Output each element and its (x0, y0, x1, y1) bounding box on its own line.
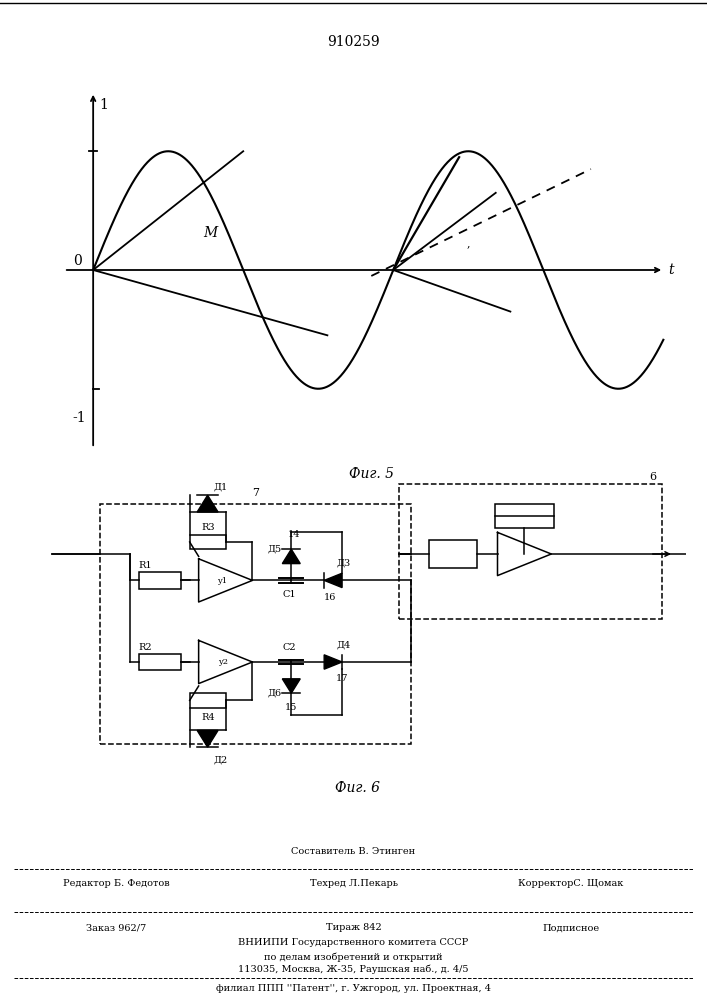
Text: C1: C1 (282, 590, 296, 599)
Text: Составитель В. Этинген: Составитель В. Этинген (291, 847, 416, 856)
Text: Д5: Д5 (267, 545, 281, 554)
Text: Д1: Д1 (214, 482, 228, 491)
Text: R1: R1 (139, 561, 153, 570)
Bar (399, 484, 662, 619)
Text: 6: 6 (649, 472, 656, 482)
Text: 16: 16 (324, 593, 337, 602)
Text: Д2: Д2 (214, 756, 228, 765)
Text: по делам изобретений и открытий: по делам изобретений и открытий (264, 952, 443, 962)
Bar (189, 535, 226, 549)
Bar (189, 693, 226, 708)
Text: 15: 15 (286, 703, 298, 712)
Text: 0: 0 (74, 254, 82, 268)
Bar (428, 540, 477, 568)
Text: Редактор Б. Федотов: Редактор Б. Федотов (63, 879, 169, 888)
Polygon shape (324, 655, 342, 669)
Text: Фиг. 5: Фиг. 5 (349, 467, 394, 481)
Text: 17: 17 (336, 674, 349, 683)
Polygon shape (282, 549, 300, 564)
Text: 113035, Москва, Ж-35, Раушская наб., д. 4/5: 113035, Москва, Ж-35, Раушская наб., д. … (238, 965, 469, 974)
Text: R3: R3 (201, 523, 215, 532)
Text: ,: , (467, 238, 470, 248)
Text: M: M (203, 226, 217, 240)
Text: y1: y1 (218, 577, 228, 585)
Text: Д6: Д6 (267, 689, 281, 698)
Text: t: t (667, 263, 673, 277)
Text: ВНИИПИ Государственного комитета СССР: ВНИИПИ Государственного комитета СССР (238, 938, 469, 947)
Text: Техред Л.Пекарь: Техред Л.Пекарь (310, 879, 397, 888)
Text: R4: R4 (201, 713, 215, 722)
Polygon shape (324, 573, 342, 588)
Text: R2: R2 (139, 643, 153, 652)
Text: Д3: Д3 (336, 559, 351, 568)
Bar (494, 504, 554, 528)
Text: 910259: 910259 (327, 35, 380, 49)
Text: Д4: Д4 (336, 641, 351, 650)
Text: КорректорС. Щомак: КорректорС. Щомак (518, 879, 624, 888)
Polygon shape (197, 495, 218, 512)
Text: C2: C2 (282, 643, 296, 652)
Text: Фиг. 6: Фиг. 6 (334, 781, 380, 795)
Text: филиал ППП ''Патент'', г. Ужгород, ул. Проектная, 4: филиал ППП ''Патент'', г. Ужгород, ул. П… (216, 984, 491, 993)
Text: Тираж 842: Тираж 842 (326, 924, 381, 932)
Polygon shape (197, 730, 218, 747)
Bar (139, 654, 181, 670)
Text: 1: 1 (99, 98, 108, 112)
Bar (139, 572, 181, 589)
Text: 7: 7 (252, 488, 259, 498)
Text: 14: 14 (288, 530, 300, 539)
Text: y2: y2 (218, 658, 228, 666)
Text: Заказ 962/7: Заказ 962/7 (86, 924, 146, 932)
Bar (100, 504, 411, 744)
Polygon shape (282, 679, 300, 693)
Text: Подписное: Подписное (542, 924, 600, 932)
Text: -1: -1 (72, 411, 86, 425)
